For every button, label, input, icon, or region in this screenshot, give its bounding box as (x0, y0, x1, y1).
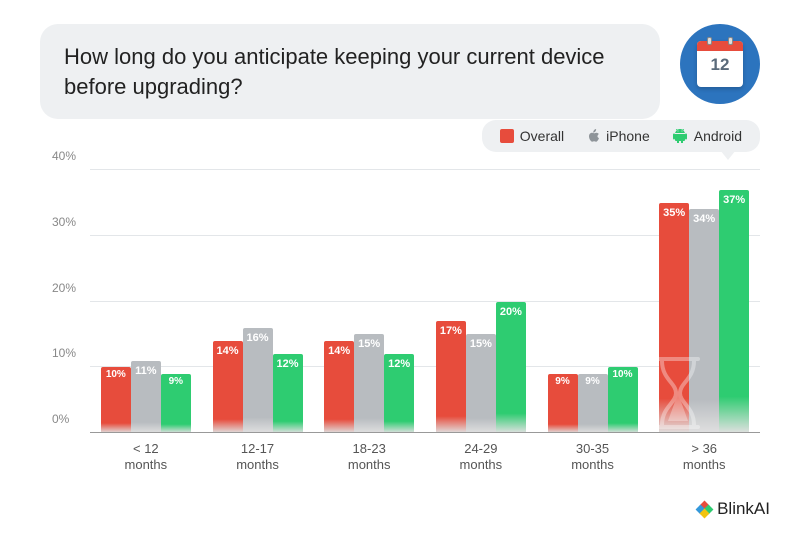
bar-value-label: 14% (324, 345, 354, 357)
bar-group: 14%15%12% (313, 170, 425, 433)
bar-value-label: 35% (659, 207, 689, 219)
bar-value-label: 34% (689, 213, 719, 225)
bar-value-label: 17% (436, 325, 466, 337)
android-icon (672, 129, 688, 143)
bar-value-label: 9% (161, 376, 191, 387)
brand-name: BlinkAI (717, 499, 770, 519)
bar-iphone: 16% (243, 328, 273, 433)
bar-group: 17%15% 20% (425, 170, 537, 433)
brand-logo-icon (697, 502, 712, 517)
bar-iphone: 15% (466, 334, 496, 433)
x-axis-label: 18-23months (313, 433, 425, 473)
bar-overall: 10% (101, 367, 131, 433)
y-axis-label: 30% (52, 215, 76, 229)
bar-overall: 35% (659, 203, 689, 433)
bar-value-label: 15% (466, 338, 496, 350)
legend-label-android: Android (694, 128, 742, 144)
bar-overall: 14% (324, 341, 354, 433)
bar-overall: 17% (436, 321, 466, 433)
y-axis-label: 40% (52, 149, 76, 163)
brand: BlinkAI (697, 499, 770, 519)
bar-android: 12% (273, 354, 303, 433)
x-axis-label: 30-35months (537, 433, 649, 473)
legend-item-iphone: iPhone (586, 128, 650, 144)
bar-value-label: 9% (548, 376, 578, 387)
bar-iphone: 15% (354, 334, 384, 433)
legend-swatch-overall (500, 129, 514, 143)
bar-value-label: 10% (101, 369, 131, 380)
legend-label-overall: Overall (520, 128, 564, 144)
apple-icon (586, 128, 600, 144)
bar-value-label: 10% (608, 369, 638, 380)
bar-value-label: 11% (131, 365, 161, 377)
calendar-icon: 12 (697, 41, 743, 87)
legend-item-android: Android (672, 128, 742, 144)
bar-iphone: 11% (131, 361, 161, 433)
bar-value-label: 12% (273, 358, 303, 370)
bar-value-label: 37% (719, 194, 749, 206)
bar-group: 14%16% 12% (202, 170, 314, 433)
bar-android: 9% (161, 374, 191, 433)
bar-group: 35%34%37% (648, 170, 760, 433)
bar-iphone: 34% (689, 209, 719, 433)
y-axis-label: 10% (52, 346, 76, 360)
x-axis-label: > 36months (648, 433, 760, 473)
bar-group: 9%9%10% (537, 170, 649, 433)
bar-group: 10%11%9% (90, 170, 202, 433)
bar-value-label: 14% (213, 345, 243, 357)
bar-value-label: 15% (354, 338, 384, 350)
x-axis-label: 24-29months (425, 433, 537, 473)
bar-iphone: 9% (578, 374, 608, 433)
legend-item-overall: Overall (500, 128, 564, 144)
legend: Overall iPhone Android (482, 120, 760, 152)
question-text: How long do you anticipate keeping your … (40, 24, 660, 119)
bar-chart: 0%10%20%30%40%10%11%9%14%16%12%14%15%12%… (50, 170, 760, 473)
bar-android: 10% (608, 367, 638, 433)
bar-overall: 14% (213, 341, 243, 433)
bar-value-label: 16% (243, 332, 273, 344)
y-axis-label: 0% (52, 412, 69, 426)
x-axis-label: 12-17months (202, 433, 314, 473)
x-axis-label: < 12months (90, 433, 202, 473)
y-axis-label: 20% (52, 281, 76, 295)
bar-value-label: 20% (496, 306, 526, 318)
bar-value-label: 9% (578, 376, 608, 387)
calendar-number: 12 (697, 55, 743, 75)
bar-value-label: 12% (384, 358, 414, 370)
legend-label-iphone: iPhone (606, 128, 650, 144)
bar-android: 20% (496, 302, 526, 434)
calendar-badge: 12 (680, 24, 760, 104)
bar-android: 12% (384, 354, 414, 433)
bar-overall: 9% (548, 374, 578, 433)
bar-android: 37% (719, 190, 749, 433)
